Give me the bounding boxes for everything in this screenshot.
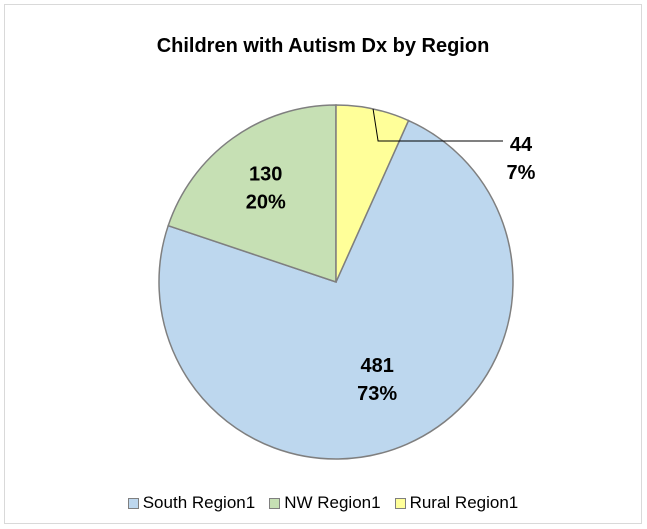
data-label-value-nw: 130 [249, 163, 282, 185]
chart-legend: South Region1 NW Region1 Rural Region1 [5, 493, 641, 513]
leader-line-rural [372, 108, 503, 142]
legend-label: Rural Region1 [409, 493, 519, 512]
legend-swatch [127, 497, 139, 509]
legend-label: South Region1 [142, 493, 256, 512]
pie-slice-south [158, 119, 514, 460]
data-label-value-south: 481 [360, 355, 393, 377]
data-label-percent-south: 73% [357, 383, 397, 405]
pie-slice-nw [167, 104, 337, 284]
legend-label: NW Region1 [284, 493, 381, 512]
data-label-value-rural: 44 [510, 134, 533, 156]
pie-chart: 481 73% 130 20% 44 7% [158, 104, 536, 460]
data-label-percent-rural: 7% [507, 162, 536, 184]
legend-swatch [394, 497, 406, 509]
chart-frame: Children with Autism Dx by Region 481 73%… [4, 4, 642, 524]
legend-item-south: South Region1 [127, 493, 256, 513]
data-label-percent-nw: 20% [246, 191, 286, 213]
legend-swatch [269, 497, 281, 509]
legend-item-nw: NW Region1 [269, 493, 381, 513]
legend-item-rural: Rural Region1 [394, 493, 519, 513]
chart-title: Children with Autism Dx by Region [156, 35, 490, 57]
